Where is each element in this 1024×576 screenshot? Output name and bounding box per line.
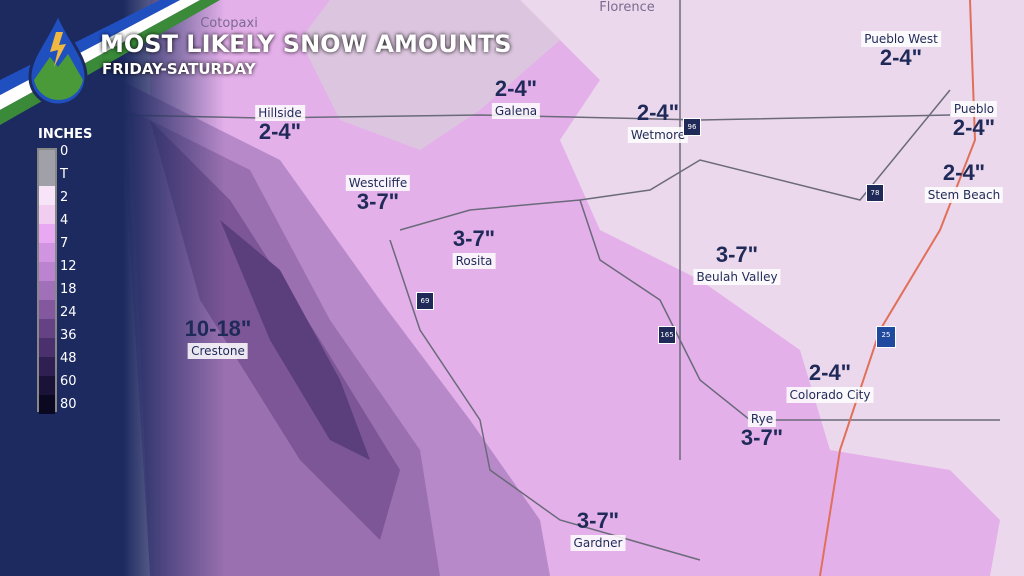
highway-165-shield: 165 [658, 326, 676, 344]
town-label: 2-4" Galena [491, 76, 541, 119]
town-name: Pueblo [950, 101, 998, 117]
town-label: 2-4" Colorado City [786, 360, 874, 403]
town-name: Beulah Valley [693, 269, 781, 285]
town-name: Rosita [452, 253, 496, 269]
legend-label: 60 [60, 374, 77, 389]
snow-amount: 3-7" [715, 242, 759, 267]
town-name: Pueblo West [861, 31, 941, 47]
snow-amount: 3-7" [452, 226, 496, 251]
snow-amount: 2-4" [808, 360, 852, 385]
town-label: Rye 3-7" [741, 408, 783, 449]
town-name: Hillside [255, 105, 305, 121]
legend-swatch [39, 205, 55, 224]
page-subtitle: FRIDAY-SATURDAY [102, 60, 256, 78]
snow-amount: 10-18" [184, 316, 252, 341]
snow-amount: 2-4" [494, 76, 538, 101]
town-name: Stem Beach [924, 187, 1004, 203]
town-name: Crestone [188, 343, 248, 359]
legend-swatch [39, 338, 55, 357]
snow-amount: 2-4" [952, 115, 996, 140]
town-name: Galena [491, 103, 541, 119]
legend-label: 18 [60, 282, 77, 297]
town-name: Gardner [570, 535, 626, 551]
legend-labels: 0 T 2 4 7 12 18 24 36 48 60 80 [60, 144, 77, 420]
town-label: 2-4" Wetmore [627, 100, 689, 143]
legend-label: 2 [60, 190, 69, 205]
legend-label: 36 [60, 328, 77, 343]
legend-label: T [60, 167, 68, 182]
legend-swatch [39, 357, 55, 376]
town-label: Cotopaxi [197, 12, 261, 32]
legend-swatch [39, 224, 55, 243]
legend-swatch [39, 281, 55, 300]
town-label: Pueblo West 2-4" [861, 28, 941, 69]
town-label: 3-7" Rosita [452, 226, 496, 269]
snow-amount: 2-4" [879, 45, 923, 70]
town-name: Rye [747, 411, 777, 427]
legend-label: 80 [60, 397, 77, 412]
legend-swatch [39, 150, 55, 186]
legend-swatch [39, 319, 55, 338]
town-label: Pueblo 2-4" [950, 98, 998, 140]
legend-label: 12 [60, 259, 77, 274]
page-title: MOST LIKELY SNOW AMOUNTS [100, 30, 512, 58]
legend-label: 7 [60, 236, 69, 251]
highway-69-shield: 69 [416, 292, 434, 310]
legend-label: 4 [60, 213, 69, 228]
legend-color-bar [37, 148, 57, 414]
town-name: Westcliffe [345, 175, 411, 191]
town-label: 3-7" Gardner [570, 508, 626, 551]
legend-swatch [39, 376, 55, 395]
highway-96-shield: 96 [683, 118, 701, 136]
legend-swatch [39, 262, 55, 281]
legend-swatch [39, 300, 55, 319]
legend-swatch [39, 243, 55, 262]
snow-amount: 2-4" [636, 100, 680, 125]
town-label: Hillside 2-4" [255, 102, 305, 143]
snow-amount: 2-4" [942, 160, 986, 185]
town-label: 2-4" Stem Beach [924, 160, 1004, 203]
snow-amount: 3-7" [576, 508, 620, 533]
raindrop-logo [28, 12, 88, 107]
snow-amount: 2-4" [258, 119, 302, 144]
town-name: Colorado City [786, 387, 874, 403]
legend-swatch [39, 395, 55, 414]
town-name: Florence [599, 0, 655, 15]
town-label: Westcliffe 3-7" [345, 172, 411, 214]
legend-label: 48 [60, 351, 77, 366]
snow-amount: 3-7" [356, 189, 400, 214]
legend-label: 0 [60, 144, 69, 159]
interstate-25-shield: 25 [876, 326, 896, 348]
town-name: Cotopaxi [200, 16, 258, 31]
town-label: 3-7" Beulah Valley [693, 242, 781, 285]
town-label: Florence [596, 0, 658, 16]
legend-label: 24 [60, 305, 77, 320]
town-name: Wetmore [627, 127, 689, 143]
snow-amount: 3-7" [740, 425, 784, 450]
legend-title: INCHES [38, 127, 93, 142]
legend-swatch [39, 186, 55, 205]
highway-78-shield: 78 [866, 184, 884, 202]
town-label: 10-18" Crestone [184, 316, 252, 359]
